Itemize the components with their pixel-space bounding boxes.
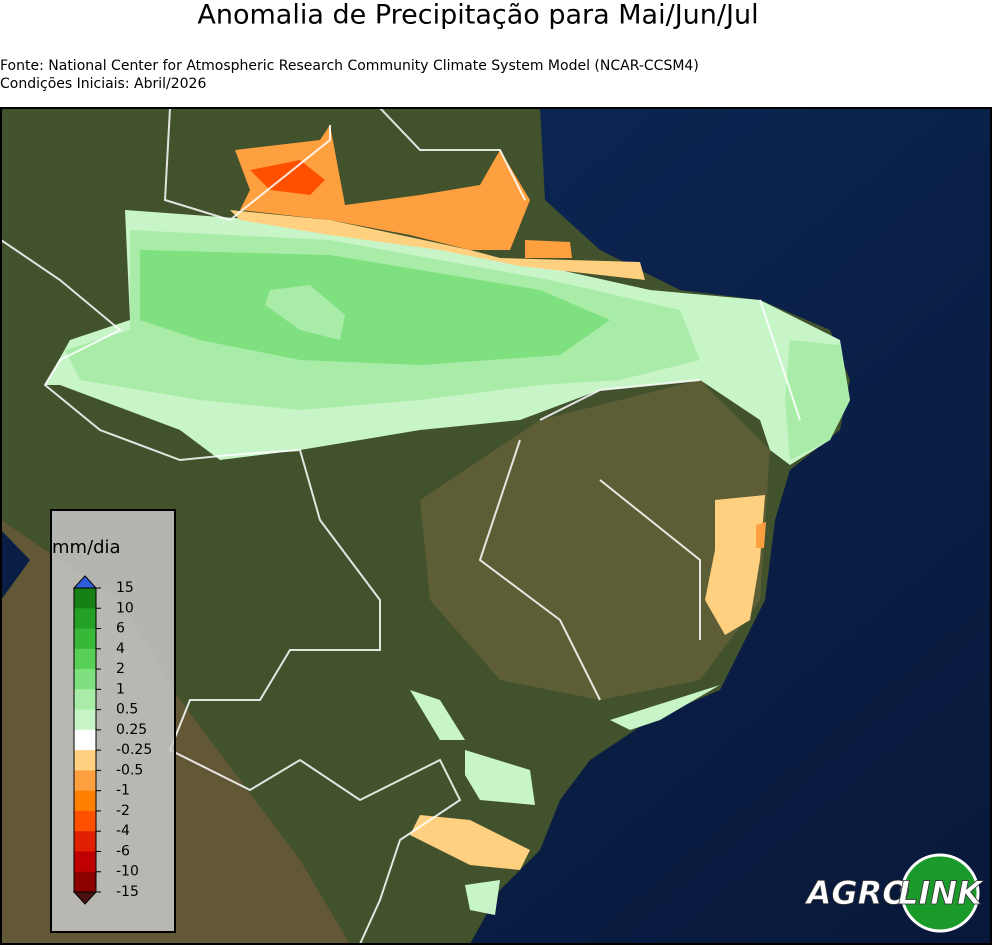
border <box>0 239 462 945</box>
tick-label: -6 <box>116 843 130 859</box>
color-segment <box>74 729 96 751</box>
anomaly-area <box>140 250 610 365</box>
anomaly-area <box>265 285 345 340</box>
tick-label: 0.25 <box>116 722 147 738</box>
color-segment <box>74 709 96 731</box>
tick-label: 10 <box>116 600 134 616</box>
border <box>599 479 701 640</box>
borders <box>0 107 801 945</box>
legend-box <box>50 509 176 933</box>
tick-label: 2 <box>116 661 125 677</box>
tick-label: -1 <box>116 783 130 799</box>
logo-left: AGRO <box>804 874 910 912</box>
color-segment <box>74 750 96 771</box>
anomaly-area <box>465 750 535 805</box>
anomaly-area <box>410 815 530 870</box>
tick-label: 4 <box>116 641 125 657</box>
logo-right: LINK <box>898 874 984 912</box>
color-segment <box>74 648 96 670</box>
color-segment <box>74 628 96 650</box>
color-segment <box>74 790 96 812</box>
anomaly-area <box>525 240 572 258</box>
title: Anomalia de Precipitação para Mai/Jun/Ju… <box>197 0 758 31</box>
tick-label: 1 <box>116 681 125 697</box>
tick-label: 15 <box>116 580 134 596</box>
tick-label: -2 <box>116 803 130 819</box>
color-segment <box>74 871 96 893</box>
border <box>163 107 331 222</box>
tick-label: 6 <box>116 621 125 637</box>
border <box>478 439 601 701</box>
tick-label: -0.25 <box>116 742 152 758</box>
plateau <box>420 380 770 700</box>
source: Fonte: National Center for Atmospheric R… <box>0 58 699 74</box>
anomaly-area <box>230 210 645 280</box>
tick-label: -10 <box>116 864 139 880</box>
color-segment <box>74 689 96 711</box>
initial-conditions: Condições Iniciais: Abril/2026 <box>0 76 206 92</box>
logo-circle <box>900 853 980 933</box>
anomaly-area <box>465 880 500 915</box>
border <box>539 379 701 421</box>
anomaly-area <box>756 522 766 548</box>
border <box>379 107 526 201</box>
color-segment <box>74 851 96 873</box>
map-frame <box>0 107 992 945</box>
color-segment <box>74 831 96 852</box>
color-segment <box>74 770 96 792</box>
anomaly-area <box>705 495 765 635</box>
logo: AGRO LINK <box>803 853 985 933</box>
color-segment <box>74 669 96 690</box>
colorbar: 15 10 6 4 2 1 0.5 0.25 -0.25 -0.5 -1 -2 -4 -6 -10 -15 <box>72 575 152 905</box>
tick-label: -15 <box>116 884 139 900</box>
tick-label: -4 <box>116 823 130 839</box>
color-segment <box>74 810 96 832</box>
tick-label: -0.5 <box>116 762 143 778</box>
tick-label: 0.5 <box>116 702 138 718</box>
border <box>759 299 801 421</box>
legend: mm/dia 15 10 6 4 2 1 0.5 0.25 -0.25 -0.5 -1 -2 -4 -6 -… <box>50 509 176 933</box>
legend-unit: mm/dia <box>52 537 121 558</box>
color-segment <box>74 608 96 630</box>
anomaly-area <box>785 340 850 460</box>
colorbar-frame <box>73 587 97 893</box>
anomaly-area <box>250 160 325 195</box>
pacific <box>1 530 30 600</box>
color-segment <box>74 588 96 609</box>
anomaly-area <box>610 685 720 730</box>
anomaly-area <box>410 690 465 740</box>
